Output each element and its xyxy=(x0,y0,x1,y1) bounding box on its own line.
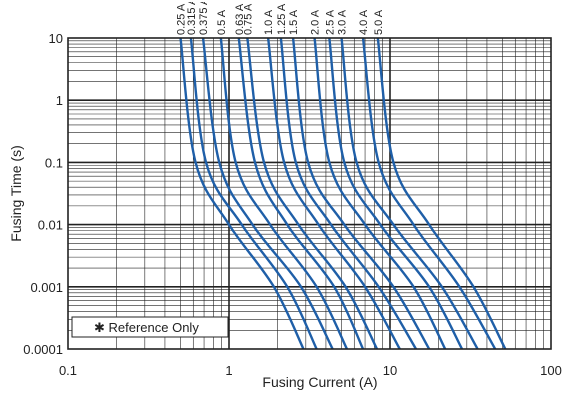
series-label: 0.315 A xyxy=(186,0,198,35)
y-tick-label: 1 xyxy=(56,93,63,108)
series-label: 0.25 A xyxy=(176,3,188,35)
x-tick-label: 10 xyxy=(383,363,397,378)
curve-2-0-a xyxy=(313,37,447,350)
curve-5-0-a xyxy=(376,37,507,350)
y-tick-label: 0.001 xyxy=(30,280,63,295)
series-label: 2.0 A xyxy=(310,9,322,35)
y-tick-label: 0.1 xyxy=(45,155,63,170)
series-label: 2.5 A xyxy=(324,9,336,35)
y-tick-label: 10 xyxy=(49,31,63,46)
curves xyxy=(179,37,507,350)
tick-labels: 0.1 1 10 100 0.0001 0.001 0.01 0.1 1 10 xyxy=(23,31,562,378)
x-tick-label: 100 xyxy=(540,363,562,378)
curve-0-375-a xyxy=(201,37,334,350)
grid xyxy=(68,38,551,349)
series-label: 1.25 A xyxy=(276,3,288,35)
plot-frame xyxy=(67,37,552,350)
curve-0-63-a xyxy=(237,37,365,350)
y-tick-label: 0.0001 xyxy=(23,342,63,357)
x-tick-label: 0.1 xyxy=(59,363,77,378)
series-label: 0.375 A xyxy=(198,0,210,35)
curve-0-75-a xyxy=(246,37,379,350)
series-label: 1.5 A xyxy=(288,9,300,35)
reference-note: ✱ Reference Only xyxy=(71,316,229,338)
x-axis-label: Fusing Current (A) xyxy=(262,374,377,390)
plot-border xyxy=(67,37,552,350)
curve-1-0-a xyxy=(266,37,401,350)
curve-2-5-a xyxy=(328,37,464,350)
reference-note-text: ✱ Reference Only xyxy=(94,320,199,335)
curve-0-315-a xyxy=(189,37,318,350)
series-label: 0.63 A xyxy=(234,3,246,35)
series-label: 1.0 A xyxy=(263,9,275,35)
reference-note-box xyxy=(71,316,229,338)
series-labels: 0.25 A0.315 A 0.375 A 0.5 A 0.63 A0.75 A 1.0… xyxy=(176,0,385,35)
curve-0-5-a xyxy=(219,37,348,350)
x-tick-label: 1 xyxy=(225,363,232,378)
series-label: 0.75 A xyxy=(242,3,254,35)
curve-0-25-a xyxy=(179,37,305,350)
curve-4-0-a xyxy=(361,37,497,350)
series-label: 3.0 A xyxy=(337,9,349,35)
series-label: 0.5 A xyxy=(216,9,228,35)
series-label: 5.0 A xyxy=(373,9,385,35)
curve-1-5-a xyxy=(291,37,431,350)
y-tick-label: 0.01 xyxy=(38,218,63,233)
series-label: 4.0 A xyxy=(358,9,370,35)
curve-1-25-a xyxy=(279,37,418,350)
curve-3-0-a xyxy=(340,37,479,350)
y-axis-label: Fusing Time (s) xyxy=(8,145,24,241)
